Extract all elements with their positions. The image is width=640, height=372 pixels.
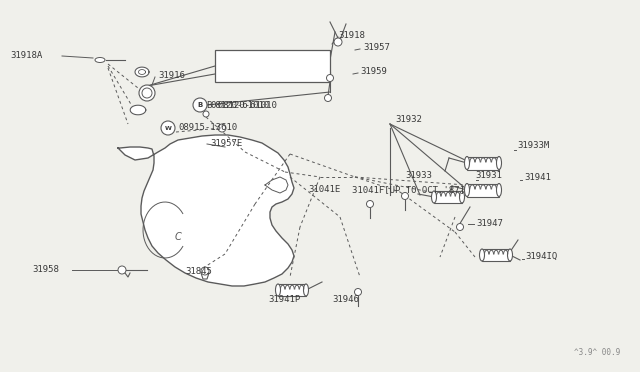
Ellipse shape [465, 183, 470, 196]
Ellipse shape [303, 284, 308, 296]
Circle shape [355, 289, 362, 295]
Ellipse shape [275, 284, 280, 296]
Circle shape [367, 201, 374, 208]
Bar [215, 50, 330, 82]
Text: ^3.9^ 00.9: ^3.9^ 00.9 [573, 348, 620, 357]
Circle shape [324, 94, 332, 102]
Text: W: W [164, 125, 172, 131]
Ellipse shape [460, 191, 465, 203]
Text: 31916: 31916 [158, 71, 185, 80]
Text: 31932: 31932 [395, 115, 422, 125]
Circle shape [139, 85, 155, 101]
Ellipse shape [431, 191, 436, 203]
Text: 31845: 31845 [185, 266, 212, 276]
Circle shape [142, 88, 152, 98]
Text: 31933M: 31933M [517, 141, 549, 151]
Text: 3194IQ: 3194IQ [525, 251, 557, 260]
Ellipse shape [465, 157, 470, 170]
Text: 31941: 31941 [524, 173, 551, 182]
Circle shape [401, 192, 408, 199]
Text: B 08120-61010: B 08120-61010 [207, 100, 277, 109]
Text: 31958: 31958 [32, 266, 59, 275]
Circle shape [118, 266, 126, 274]
Circle shape [334, 38, 342, 46]
Text: 31941P: 31941P [268, 295, 300, 305]
Polygon shape [135, 67, 149, 77]
Text: 31957E: 31957E [210, 140, 243, 148]
Text: 31918A: 31918A [10, 51, 42, 61]
Text: 31918: 31918 [338, 31, 365, 39]
Polygon shape [118, 135, 294, 286]
Ellipse shape [508, 249, 513, 261]
Text: 31041F[UP TO OCT.'87]: 31041F[UP TO OCT.'87] [352, 186, 465, 195]
Text: 31041E: 31041E [308, 186, 340, 195]
Circle shape [326, 74, 333, 81]
Circle shape [201, 267, 209, 275]
Text: C: C [175, 232, 182, 242]
Circle shape [161, 121, 175, 135]
Text: 08120-61010: 08120-61010 [210, 100, 269, 109]
Circle shape [456, 224, 463, 231]
Text: 31947: 31947 [476, 219, 503, 228]
Text: 31933: 31933 [405, 170, 432, 180]
Text: 31957: 31957 [363, 42, 390, 51]
Circle shape [193, 98, 207, 112]
Bar [482, 249, 510, 261]
Bar [434, 191, 462, 203]
Ellipse shape [497, 157, 502, 170]
Text: 31931: 31931 [475, 171, 502, 180]
Text: 08915-13610: 08915-13610 [178, 124, 237, 132]
Bar [278, 284, 306, 296]
Circle shape [203, 111, 209, 117]
Polygon shape [130, 105, 146, 115]
Text: 31946: 31946 [332, 295, 359, 305]
Circle shape [218, 124, 226, 132]
Text: B: B [197, 102, 203, 108]
Ellipse shape [497, 183, 502, 196]
Ellipse shape [95, 58, 105, 62]
Bar [467, 183, 499, 196]
Ellipse shape [479, 249, 484, 261]
Text: 31959: 31959 [360, 67, 387, 77]
Bar [467, 157, 499, 170]
